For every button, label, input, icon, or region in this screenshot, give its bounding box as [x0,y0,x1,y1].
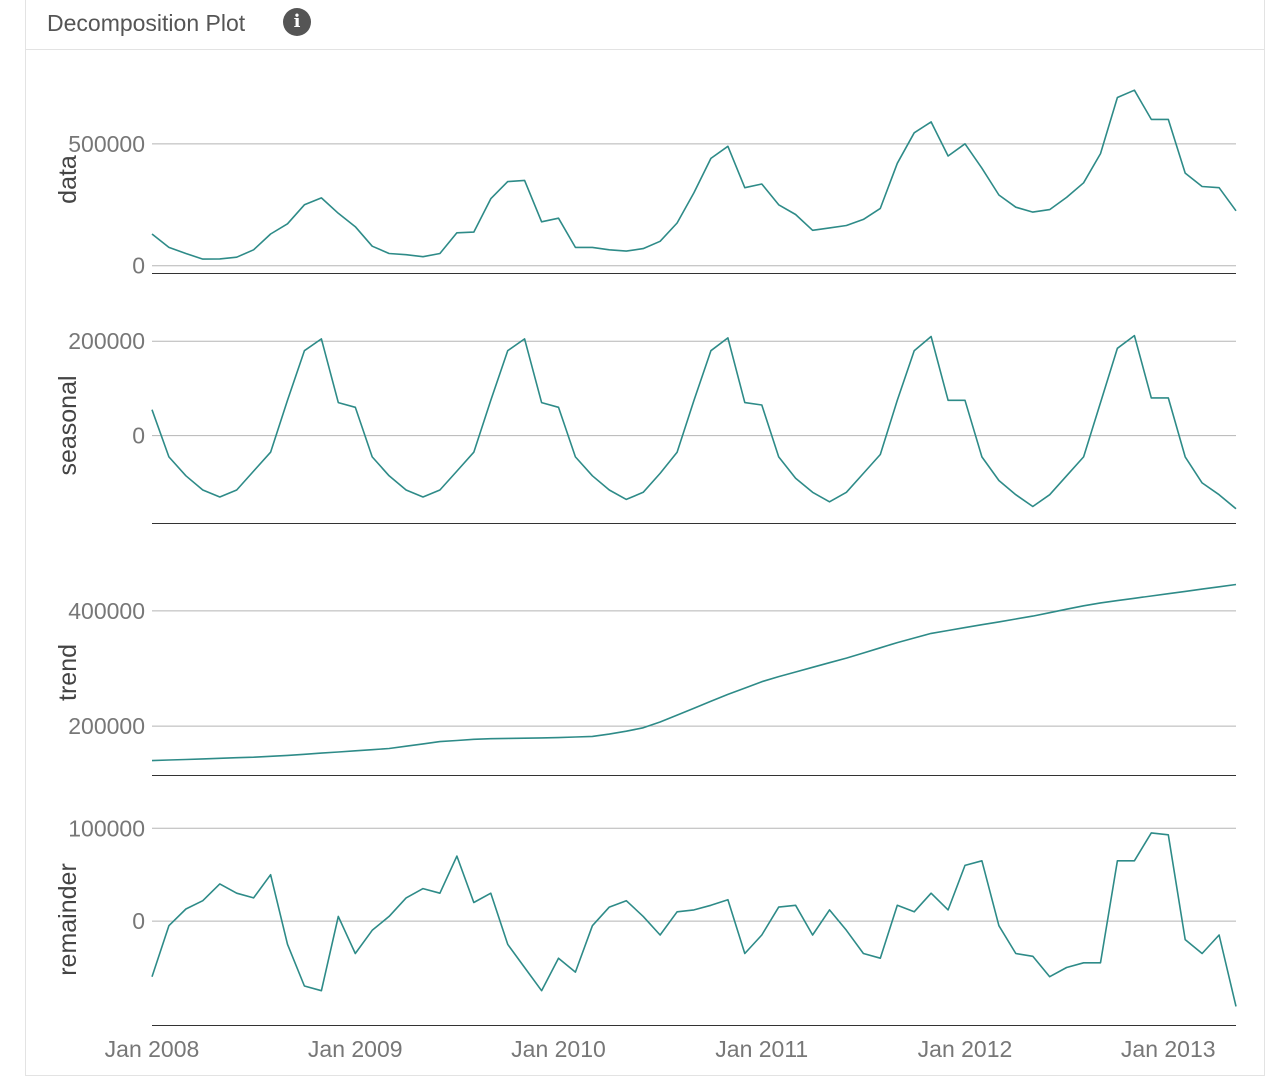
x-tick-label: Jan 2008 [105,1036,200,1062]
panel-title: Decomposition Plot [47,10,246,36]
x-tick-label: Jan 2010 [511,1036,606,1062]
panel-header: Decomposition Plot i [26,0,1264,50]
remainder-series-line [151,832,1237,1007]
trend-series-line [151,583,1237,762]
x-tick-label: Jan 2013 [1121,1036,1216,1062]
data-ytick-label: 500000 [68,131,145,157]
x-tick-label: Jan 2012 [918,1036,1013,1062]
trend-panel-label: trend [54,644,82,701]
trend-ytick-label: 400000 [68,598,145,624]
data-panel-label: data [54,155,82,204]
remainder-ytick-label: 0 [132,908,145,934]
remainder-panel-label: remainder [54,863,82,976]
remainder-ytick-label: 100000 [68,815,145,841]
trend-ytick-label: 200000 [68,713,145,739]
x-tick-label: Jan 2009 [308,1036,403,1062]
seasonal-panel-label: seasonal [54,375,82,475]
seasonal-ytick-label: 200000 [68,328,145,354]
data-ytick-label: 0 [132,253,145,279]
decomposition-panel: Decomposition Plot i [25,0,1265,1076]
seasonal-series-line [151,334,1237,510]
data-series-line [151,89,1237,260]
info-circle-icon[interactable]: i [283,8,311,36]
seasonal-ytick-label: 0 [132,423,145,449]
x-tick-label: Jan 2011 [715,1036,808,1062]
